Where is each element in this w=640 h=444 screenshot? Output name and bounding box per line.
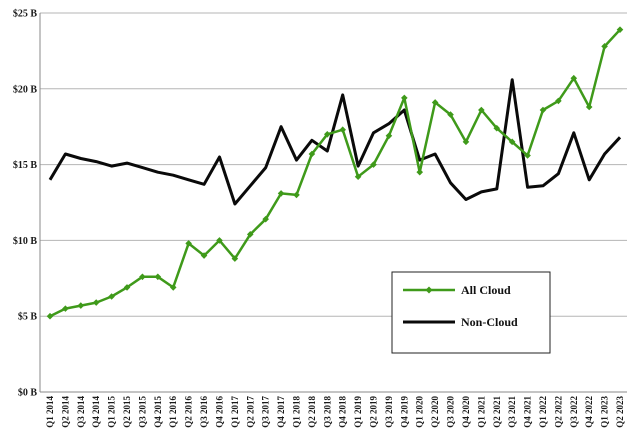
data-point-all-cloud <box>354 173 362 181</box>
data-point-all-cloud <box>77 302 85 309</box>
axes <box>39 13 627 393</box>
x-tick-label: Q4 2020 <box>461 396 471 428</box>
data-point-all-cloud <box>416 168 424 176</box>
data-point-all-cloud <box>62 305 69 312</box>
data-point-all-cloud <box>339 126 347 134</box>
x-tick-label: Q3 2022 <box>569 396 579 428</box>
data-point-all-cloud <box>462 138 470 146</box>
data-point-all-cloud <box>370 161 377 168</box>
x-tick-label: Q3 2014 <box>76 396 86 428</box>
x-tick-label: Q1 2022 <box>538 396 548 428</box>
x-tick-label: Q2 2020 <box>430 396 440 428</box>
x-tick-label: Q2 2022 <box>553 396 563 428</box>
x-tick-label: Q2 2015 <box>122 396 132 428</box>
x-tick-label: Q3 2019 <box>384 396 394 428</box>
x-tick-label: Q4 2018 <box>338 396 348 428</box>
x-tick-label: Q1 2015 <box>107 396 117 428</box>
x-tick-label: Q2 2018 <box>307 396 317 428</box>
x-tick-label: Q1 2017 <box>230 396 240 428</box>
data-point-all-cloud <box>123 284 131 291</box>
legend-box <box>391 271 551 354</box>
x-tick-label: Q3 2021 <box>507 396 517 428</box>
x-tick-label: Q1 2023 <box>600 396 610 428</box>
data-point-all-cloud <box>92 299 100 306</box>
data-point-all-cloud <box>616 26 624 33</box>
data-point-all-cloud <box>185 240 192 247</box>
data-point-all-cloud <box>46 312 54 320</box>
data-point-all-cloud <box>447 111 454 118</box>
y-tick-label: $10 B <box>13 236 38 247</box>
data-point-all-cloud <box>601 43 608 50</box>
data-point-all-cloud <box>539 106 547 114</box>
series-layer <box>46 26 624 320</box>
data-point-all-cloud <box>308 150 316 158</box>
y-tick-label: $20 B <box>13 84 38 95</box>
data-point-all-cloud <box>478 106 485 114</box>
x-tick-label: Q1 2020 <box>415 396 425 428</box>
x-tick-label: Q1 2019 <box>353 396 363 428</box>
data-point-all-cloud <box>108 293 115 300</box>
data-point-all-cloud <box>555 97 562 105</box>
x-axis-ticks: Q1 2014 Q2 2014 Q3 2014 Q4 2014 Q1 2015 Q2 20… <box>45 396 625 428</box>
x-tick-label: Q1 2021 <box>476 396 486 428</box>
x-tick-label: Q3 2015 <box>137 396 147 428</box>
data-point-all-cloud <box>508 138 516 146</box>
x-tick-label: Q1 2016 <box>168 396 178 428</box>
data-point-all-cloud <box>293 191 300 199</box>
x-tick-label: Q3 2016 <box>199 396 209 428</box>
data-point-all-cloud <box>154 273 162 281</box>
x-tick-label: Q4 2015 <box>153 396 163 428</box>
x-tick-label: Q2 2021 <box>492 396 502 428</box>
data-point-all-cloud <box>323 130 331 138</box>
data-point-all-cloud <box>262 215 269 223</box>
x-tick-label: Q3 2018 <box>322 396 332 428</box>
x-tick-label: Q2 2016 <box>184 396 194 428</box>
legend-label-non-cloud: Non-Cloud <box>461 315 518 329</box>
x-tick-label: Q2 2017 <box>245 396 255 428</box>
legend-marker-all-cloud <box>425 286 433 294</box>
x-tick-label: Q4 2014 <box>91 396 101 428</box>
x-tick-label: Q4 2017 <box>276 396 286 428</box>
x-tick-label: Q1 2014 <box>45 396 55 428</box>
data-point-all-cloud <box>524 152 531 159</box>
x-tick-label: Q2 2014 <box>60 396 70 428</box>
data-point-all-cloud <box>401 94 408 102</box>
data-point-all-cloud <box>277 190 285 197</box>
legend-label-all-cloud: All Cloud <box>461 283 511 297</box>
data-point-all-cloud <box>139 273 146 281</box>
y-axis-ticks: $0 B $5 B $10 B $15 B $20 B $25 B <box>13 9 38 399</box>
data-point-all-cloud <box>216 237 223 244</box>
data-point-all-cloud <box>585 103 593 111</box>
x-tick-label: Q4 2016 <box>214 396 224 428</box>
series-line-non-cloud <box>48 78 622 206</box>
data-point-all-cloud <box>169 284 177 291</box>
x-tick-label: Q3 2017 <box>261 396 271 428</box>
data-point-all-cloud <box>246 231 254 238</box>
data-point-all-cloud <box>200 252 208 259</box>
data-point-all-cloud <box>385 132 393 140</box>
data-point-all-cloud <box>493 124 501 132</box>
y-tick-label: $0 B <box>18 388 38 399</box>
x-tick-label: Q4 2019 <box>399 396 409 428</box>
data-point-all-cloud <box>431 99 439 106</box>
y-tick-label: $5 B <box>18 312 38 323</box>
y-tick-label: $25 B <box>13 9 38 20</box>
x-tick-label: Q4 2021 <box>523 396 533 428</box>
x-tick-label: Q2 2019 <box>369 396 379 428</box>
data-point-all-cloud <box>570 74 578 82</box>
x-tick-label: Q2 2023 <box>615 396 625 428</box>
data-point-all-cloud <box>231 255 239 262</box>
x-tick-label: Q3 2020 <box>446 396 456 428</box>
x-tick-label: Q1 2018 <box>291 396 301 428</box>
legend: All Cloud Non-Cloud <box>391 271 551 354</box>
y-tick-label: $15 B <box>13 160 38 171</box>
x-tick-label: Q4 2022 <box>584 396 594 428</box>
